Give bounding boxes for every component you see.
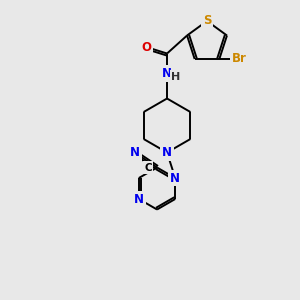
Text: N: N [162, 67, 172, 80]
Text: N: N [130, 146, 140, 159]
Text: O: O [141, 41, 151, 54]
Text: N: N [170, 172, 180, 184]
Text: Br: Br [232, 52, 247, 65]
Text: C: C [144, 163, 152, 172]
Text: H: H [171, 71, 181, 82]
Text: N: N [162, 146, 172, 159]
Text: S: S [203, 14, 211, 28]
Text: N: N [134, 193, 144, 206]
